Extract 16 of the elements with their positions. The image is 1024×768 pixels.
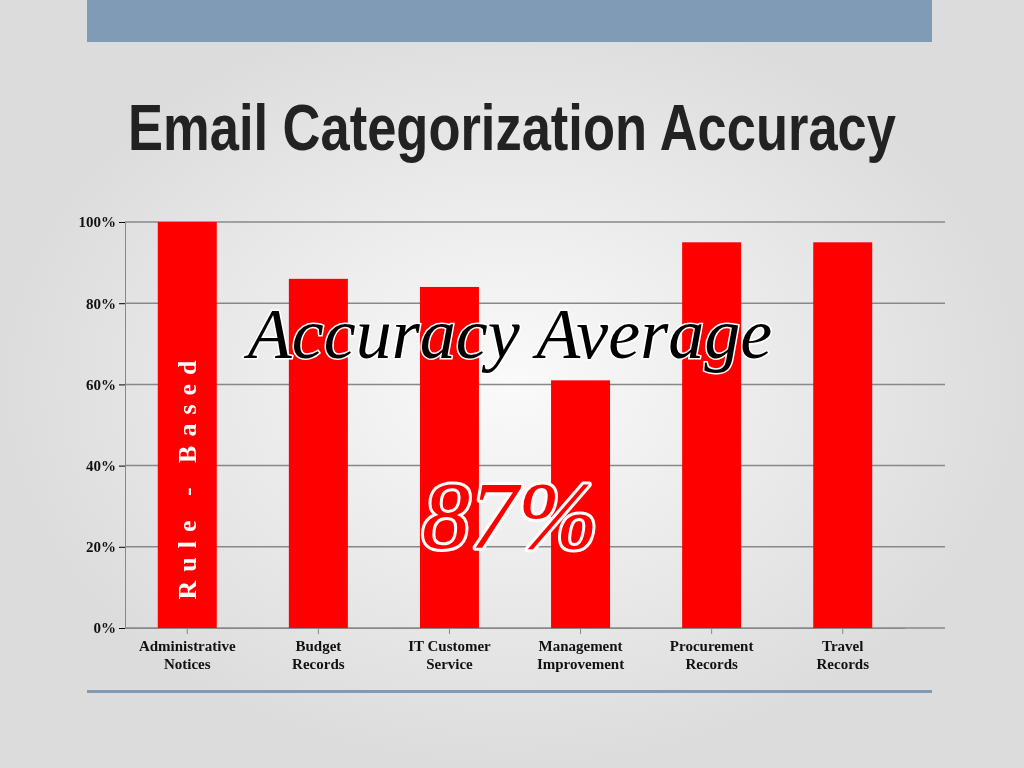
y-tick-label: 40% [86,457,116,474]
x-tick-label: Budget Records [292,637,345,673]
chart-title: Email Categorization Accuracy [128,92,897,164]
x-tick-label: IT Customer Service [408,637,492,673]
y-tick-label: 60% [86,376,116,393]
y-tick-label: 0% [93,620,116,637]
x-tick-label: Travel Records [816,637,870,673]
bar [157,222,217,628]
bar [813,242,873,628]
x-tick-label: Procurement Records [669,637,754,673]
annotation: Rule - Based [173,351,203,600]
y-tick-label: 20% [86,539,116,556]
x-tick-label: Administrative Notices [138,637,236,673]
y-tick-label: 100% [78,214,116,231]
y-tick-label: 80% [86,295,116,312]
x-tick-label: Management Improvement [536,637,625,673]
